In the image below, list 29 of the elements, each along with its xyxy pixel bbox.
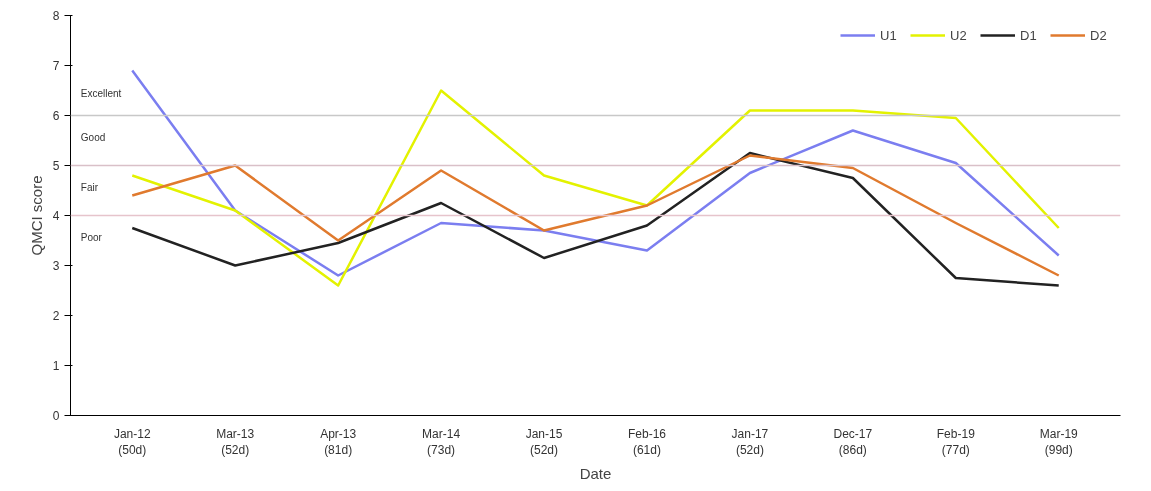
y-tick-label: 3 xyxy=(52,259,60,273)
legend-label: D1 xyxy=(1020,27,1038,43)
legend-label: D2 xyxy=(1090,27,1108,43)
annotation: Fair xyxy=(80,182,99,193)
x-tick-label: Mar-13 (52d) xyxy=(216,426,255,458)
y-tick-label: 1 xyxy=(52,359,60,373)
y-tick-label: 5 xyxy=(52,159,60,173)
y-tick-label: 8 xyxy=(52,9,60,23)
y-tick-label: 7 xyxy=(52,59,60,73)
x-tick-label: Apr-13 (81d) xyxy=(320,426,357,458)
x-tick-label: Feb-19 (77d) xyxy=(936,426,976,458)
x-tick-label: Jan-15 (52d) xyxy=(525,426,563,458)
x-tick-label: Jan-17 (52d) xyxy=(731,426,769,458)
annotation: Poor xyxy=(80,232,103,243)
legend-label: U2 xyxy=(950,27,968,43)
y-tick-label: 2 xyxy=(52,309,60,323)
x-tick-label: Dec-17 (86d) xyxy=(833,426,873,458)
annotation: Good xyxy=(80,132,106,143)
x-tick-label: Feb-16 (61d) xyxy=(627,426,667,458)
x-tick-label: Mar-14 (73d) xyxy=(422,426,461,458)
y-axis-title: QMCI score xyxy=(27,175,45,256)
x-tick-label: Mar-19 (99d) xyxy=(1039,426,1079,458)
y-tick-label: 4 xyxy=(52,209,60,223)
x-axis-title: Date xyxy=(579,465,612,483)
annotation: Excellent xyxy=(80,88,122,99)
legend-label: U1 xyxy=(880,27,898,43)
y-tick-label: 6 xyxy=(52,109,60,123)
x-tick-label: Jan-12 (50d) xyxy=(113,426,151,458)
y-tick-label: 0 xyxy=(52,409,60,423)
